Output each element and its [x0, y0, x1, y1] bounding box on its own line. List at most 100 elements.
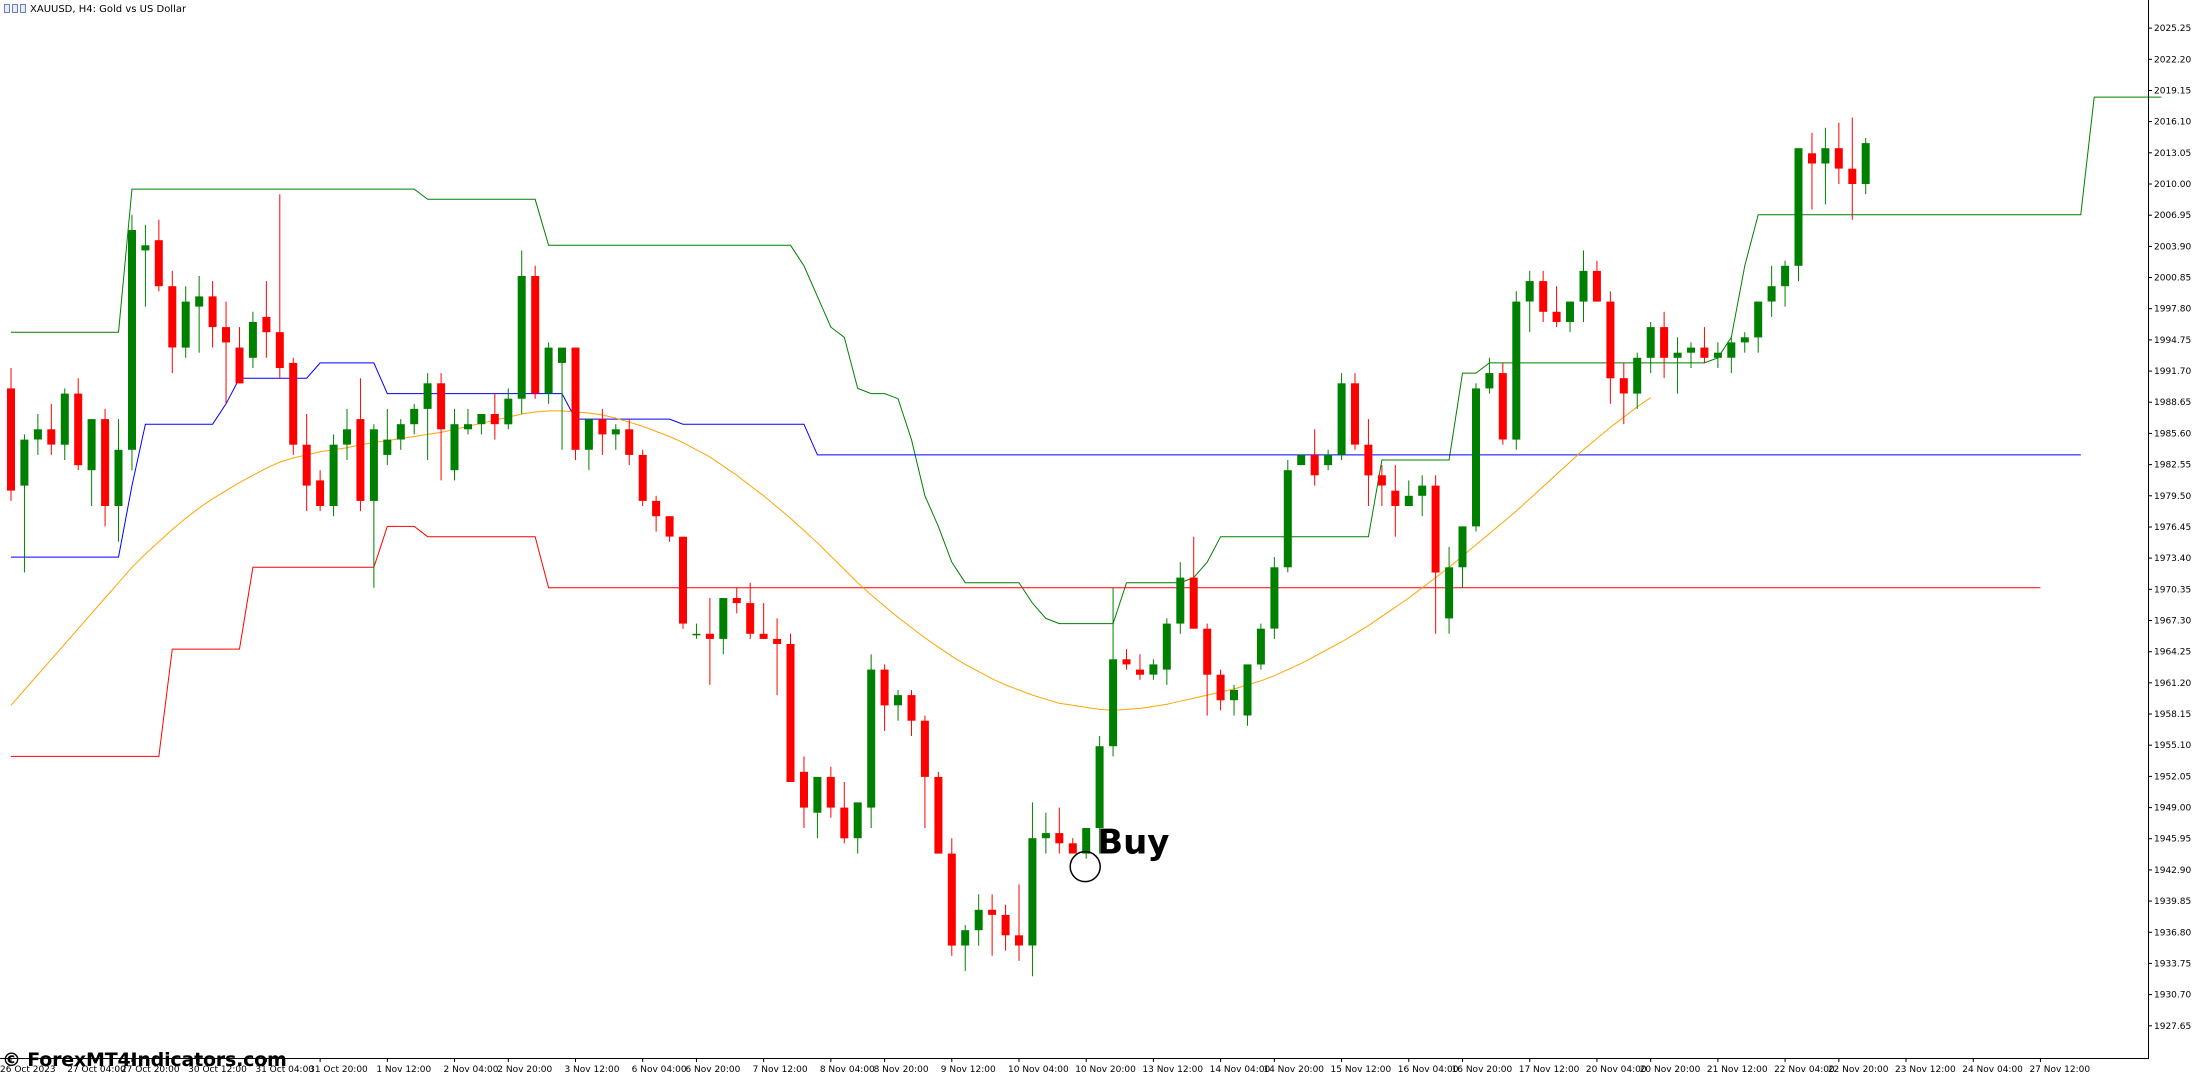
candle[interactable]	[114, 419, 123, 542]
candle[interactable]	[1324, 449, 1333, 471]
candle[interactable]	[302, 414, 311, 512]
candle[interactable]	[1256, 623, 1265, 670]
candle[interactable]	[907, 690, 916, 736]
candle[interactable]	[437, 373, 446, 481]
candle[interactable]	[1633, 352, 1642, 409]
candle[interactable]	[1592, 260, 1601, 302]
candle[interactable]	[1498, 362, 1507, 445]
candle[interactable]	[961, 925, 970, 972]
candle[interactable]	[1713, 342, 1722, 368]
candle[interactable]	[289, 357, 298, 455]
candle[interactable]	[1068, 838, 1077, 854]
candle[interactable]	[1351, 373, 1359, 450]
candle[interactable]	[665, 516, 674, 542]
candle[interactable]	[1391, 465, 1400, 537]
candle[interactable]	[1445, 546, 1454, 634]
candle[interactable]	[531, 265, 540, 399]
candle[interactable]	[1136, 654, 1144, 680]
candle[interactable]	[141, 224, 150, 307]
candle[interactable]	[490, 393, 499, 440]
candle[interactable]	[343, 408, 351, 460]
candle[interactable]	[1337, 373, 1346, 460]
candle[interactable]	[988, 894, 997, 956]
candle[interactable]	[867, 654, 876, 828]
candle[interactable]	[1740, 332, 1749, 353]
candle[interactable]	[853, 802, 862, 854]
candle[interactable]	[504, 388, 513, 430]
candle[interactable]	[1781, 260, 1790, 307]
candle[interactable]	[920, 715, 929, 828]
candle[interactable]	[1754, 301, 1763, 353]
candle[interactable]	[1377, 465, 1386, 506]
candle[interactable]	[1808, 132, 1816, 210]
candle[interactable]	[33, 414, 42, 455]
candle[interactable]	[773, 618, 782, 696]
candle[interactable]	[208, 281, 217, 348]
candle[interactable]	[356, 378, 365, 512]
candle[interactable]	[1552, 286, 1561, 328]
candle[interactable]	[47, 403, 56, 455]
candle[interactable]	[1821, 127, 1830, 205]
candle[interactable]	[477, 414, 486, 435]
candle[interactable]	[1297, 454, 1306, 466]
candle[interactable]	[705, 598, 714, 685]
candle[interactable]	[880, 664, 889, 731]
candle[interactable]	[74, 378, 83, 471]
candle[interactable]	[195, 276, 204, 353]
candle[interactable]	[840, 782, 849, 844]
price-scale[interactable]: 2025.25 2022.20 2019.15 2016.10 2013.05 2010.…	[2148, 24, 2191, 1032]
candle[interactable]	[1579, 250, 1588, 322]
candle[interactable]	[1512, 291, 1521, 450]
candle[interactable]	[1700, 327, 1709, 363]
candle[interactable]	[571, 347, 580, 460]
candle[interactable]	[396, 419, 405, 450]
candle[interactable]	[1230, 684, 1238, 716]
candle[interactable]	[679, 536, 687, 629]
candle[interactable]	[1673, 337, 1682, 394]
candle[interactable]	[1364, 419, 1373, 506]
candle[interactable]	[7, 368, 15, 501]
candle[interactable]	[638, 449, 647, 506]
candle[interactable]	[1095, 736, 1104, 854]
candle[interactable]	[759, 603, 768, 639]
candle[interactable]	[1794, 148, 1803, 282]
candle[interactable]	[262, 281, 271, 358]
candle[interactable]	[598, 408, 607, 455]
candle[interactable]	[732, 587, 741, 614]
candle[interactable]	[1404, 480, 1413, 506]
candle[interactable]	[1525, 270, 1534, 333]
candle[interactable]	[329, 434, 338, 517]
candle[interactable]	[450, 408, 459, 481]
candle[interactable]	[316, 470, 325, 512]
candle[interactable]	[652, 495, 661, 532]
candle[interactable]	[1109, 587, 1118, 757]
candle[interactable]	[423, 373, 432, 460]
candle[interactable]	[894, 690, 902, 721]
candle[interactable]	[1539, 270, 1548, 322]
candle[interactable]	[517, 250, 526, 414]
candle[interactable]	[1310, 429, 1319, 486]
candle[interactable]	[1055, 807, 1064, 854]
candle[interactable]	[1485, 357, 1494, 394]
candle[interactable]	[168, 270, 177, 374]
candle[interactable]	[87, 419, 96, 506]
candle[interactable]	[625, 419, 634, 466]
candle[interactable]	[1848, 117, 1857, 220]
candle[interactable]	[1162, 618, 1171, 685]
candle[interactable]	[1122, 649, 1131, 670]
candle[interactable]	[947, 838, 956, 956]
candle[interactable]	[1015, 884, 1023, 961]
candle[interactable]	[974, 894, 983, 946]
candle[interactable]	[235, 327, 244, 384]
candle[interactable]	[275, 194, 284, 379]
candle[interactable]	[1566, 301, 1574, 333]
candle[interactable]	[1727, 337, 1736, 374]
candle[interactable]	[383, 408, 392, 466]
candle[interactable]	[1660, 311, 1669, 379]
candle[interactable]	[1767, 265, 1776, 317]
candle[interactable]	[20, 434, 29, 573]
candle[interactable]	[1041, 812, 1050, 854]
candle[interactable]	[1606, 291, 1615, 404]
